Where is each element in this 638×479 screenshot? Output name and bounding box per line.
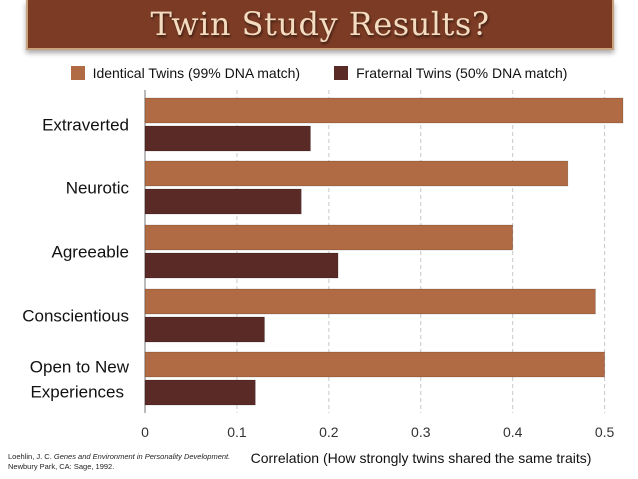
legend-swatch-fraternal <box>334 66 349 80</box>
x-tick-label: 0.2 <box>319 424 339 440</box>
category-label: Open to New Experiences <box>30 358 130 402</box>
title-banner: Twin Study Results? <box>26 0 614 50</box>
bar-identical <box>144 97 624 124</box>
citation-book: Genes and Environment in Personality Dev… <box>53 452 231 461</box>
bar-identical <box>144 288 596 315</box>
bar-fraternal <box>144 125 311 152</box>
legend-item-identical: Identical Twins (99% DNA match) <box>70 65 301 81</box>
bar-fraternal <box>144 188 302 215</box>
bar-identical <box>144 351 605 378</box>
bar-fraternal <box>144 252 339 279</box>
x-tick-label: 0.1 <box>227 424 247 440</box>
bar-fraternal <box>144 379 256 406</box>
category-label: Conscientious <box>22 307 129 326</box>
legend-item-fraternal: Fraternal Twins (50% DNA match) <box>334 65 567 81</box>
bar-identical <box>144 224 513 251</box>
citation: Loehlin, J. C. Genes and Environment in … <box>8 452 248 472</box>
chart-title: Twin Study Results? <box>150 5 490 43</box>
x-tick-label: 0.3 <box>411 424 431 440</box>
x-tick-label: 0.5 <box>595 424 615 440</box>
citation-author: Loehlin, J. C. <box>8 452 52 461</box>
category-label: Agreeable <box>51 243 129 262</box>
legend-swatch-identical <box>70 66 85 80</box>
citation-publisher: Newbury Park, CA: Sage, 1992. <box>8 462 115 471</box>
x-axis-label: Correlation (How strongly twins shared t… <box>251 450 592 466</box>
x-tick-label: 0 <box>141 424 149 440</box>
legend-label-fraternal: Fraternal Twins (50% DNA match) <box>356 65 568 81</box>
x-tick-label: 0.4 <box>503 424 523 440</box>
bar-identical <box>144 160 569 187</box>
category-label: Neurotic <box>66 179 130 198</box>
bar-fraternal <box>144 316 265 343</box>
legend-label-identical: Identical Twins (99% DNA match) <box>92 65 301 81</box>
category-label: Extraverted <box>42 116 129 135</box>
legend: Identical Twins (99% DNA match) Fraterna… <box>0 62 638 84</box>
